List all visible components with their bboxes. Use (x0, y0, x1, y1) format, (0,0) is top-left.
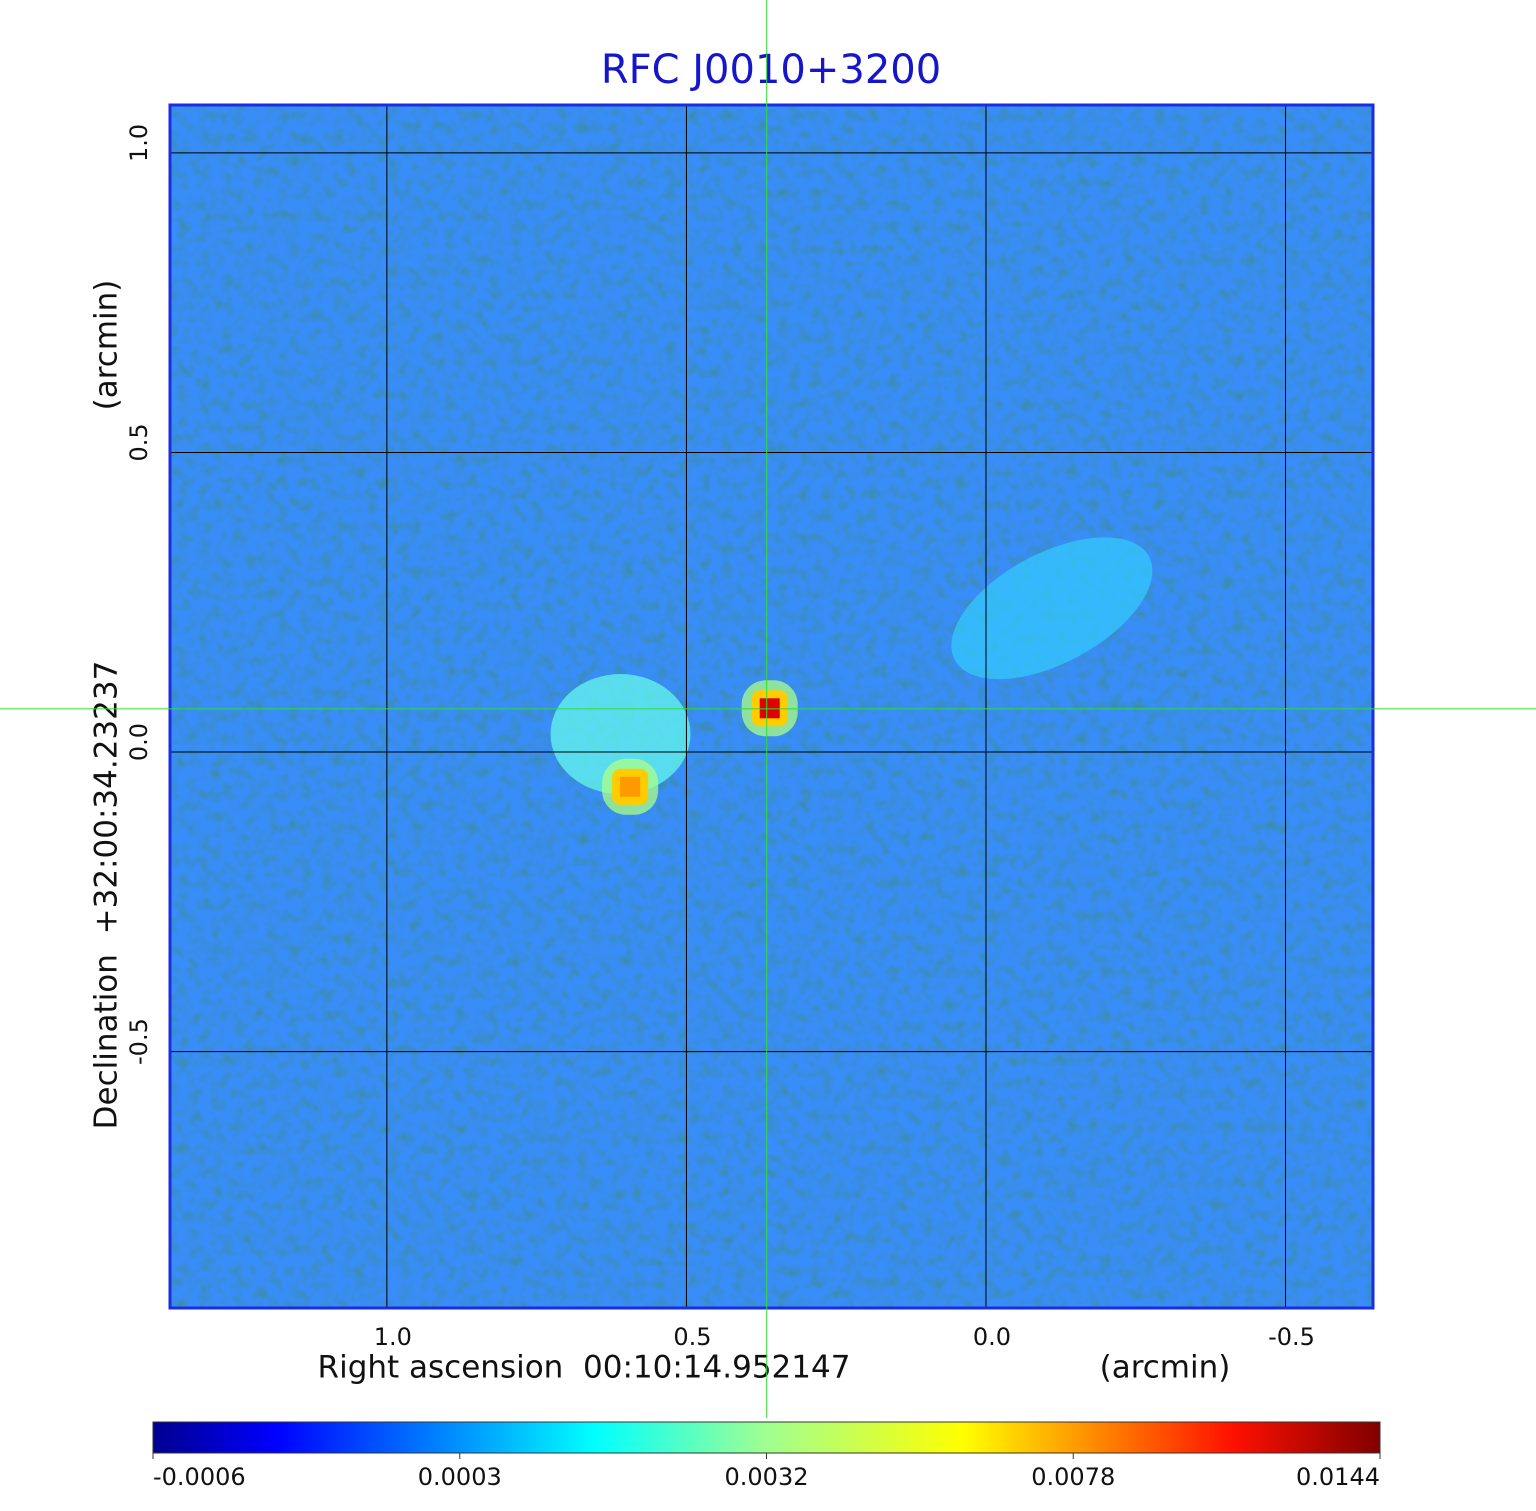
y-axis-unit: (arcmin) (89, 280, 125, 411)
diffuse-emission (951, 537, 1153, 680)
grid (170, 105, 1373, 1308)
y-tick-label: 1.0 (125, 124, 153, 162)
colorbar-tick-label: 0.0078 (1031, 1463, 1115, 1491)
y-axis-label: Declination +32:00:34.23237 (89, 661, 125, 1130)
colorbar-tick-label: 0.0144 (1296, 1463, 1380, 1491)
colorbar-tick-label: 0.0032 (725, 1463, 809, 1491)
plot-border (168, 103, 1375, 1310)
y-tick-label: -0.5 (125, 1018, 153, 1065)
colorbar-tick-label: 0.0003 (418, 1463, 502, 1491)
x-tick-label: -0.5 (1268, 1323, 1315, 1351)
y-tick-label: 0.0 (125, 723, 153, 761)
chart-title: RFC J0010+3200 (601, 47, 941, 93)
x-axis-label: Right ascension 00:10:14.952147 (318, 1350, 851, 1386)
source-core (759, 698, 780, 719)
diffuse-emission (550, 674, 691, 795)
x-tick-label: 1.0 (374, 1323, 412, 1351)
source-core (620, 776, 641, 797)
colorbar-tick-label: -0.0006 (153, 1463, 246, 1491)
x-tick-label: 0.0 (973, 1323, 1011, 1351)
crosshair (0, 0, 1536, 1418)
colorbar (152, 1421, 1381, 1454)
x-tick-label: 0.5 (673, 1323, 711, 1351)
sources (550, 537, 1153, 815)
x-axis-unit: (arcmin) (1100, 1350, 1231, 1386)
y-tick-label: 0.5 (125, 423, 153, 461)
